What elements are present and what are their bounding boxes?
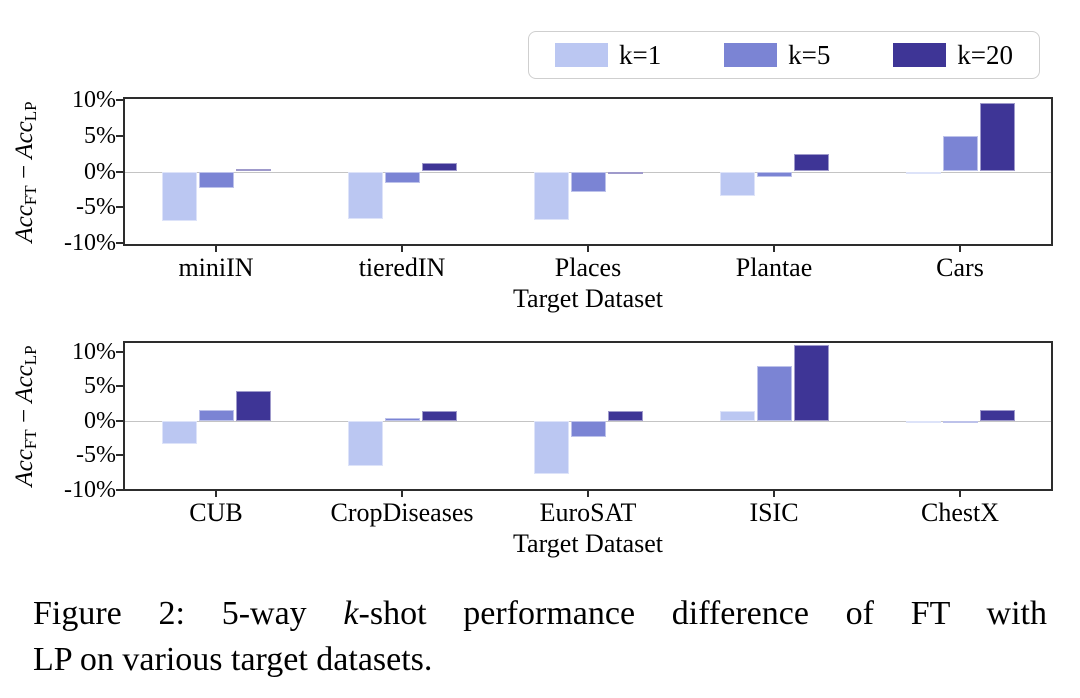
legend-item-k1: k=1 bbox=[555, 40, 661, 71]
bar-k1-CUB bbox=[161, 420, 197, 444]
plot-area bbox=[123, 341, 1053, 491]
y-tick-mark-icon bbox=[116, 206, 123, 209]
y-tick-label: 5% bbox=[84, 122, 116, 149]
bar-k20-Plantae bbox=[793, 153, 829, 172]
bar-k5-ISIC bbox=[756, 366, 792, 421]
bar-k1-Cars bbox=[905, 171, 941, 174]
x-tick-mark-icon bbox=[587, 246, 589, 252]
x-tick-mark-icon bbox=[215, 491, 217, 497]
y-tick-mark-icon bbox=[116, 242, 123, 245]
x-axis-label: Target Dataset bbox=[512, 529, 664, 558]
x-tick-label: CUB bbox=[189, 498, 243, 527]
legend-swatch-k5-icon bbox=[724, 43, 778, 67]
caption-line-1: Figure 2: 5-way k-shot performance diffe… bbox=[33, 591, 1047, 637]
bar-k20-ISIC bbox=[793, 345, 829, 421]
caption-italic-k: k bbox=[343, 595, 359, 632]
y-tick-label: 5% bbox=[84, 373, 116, 400]
bar-k5-CropDiseases bbox=[384, 418, 420, 421]
x-tick-mark-icon bbox=[401, 246, 403, 252]
x-tick-label: Plantae bbox=[735, 253, 813, 282]
legend-swatch-k20-icon bbox=[893, 43, 947, 67]
bar-k1-CropDiseases bbox=[347, 420, 383, 466]
x-tick-mark-icon bbox=[401, 491, 403, 497]
bar-k1-ISIC bbox=[719, 411, 755, 421]
x-tick-label: Cars bbox=[936, 253, 984, 282]
y-tick-mark-icon bbox=[116, 170, 123, 173]
bar-k5-CUB bbox=[198, 410, 234, 421]
y-tick-label: 0% bbox=[84, 407, 116, 434]
legend-swatch-k1-icon bbox=[555, 43, 608, 67]
figure-caption: Figure 2: 5-way k-shot performance diffe… bbox=[33, 591, 1047, 683]
bar-k20-Cars bbox=[979, 102, 1015, 172]
bar-k1-tieredIN bbox=[347, 171, 383, 220]
x-tick-label: ISIC bbox=[749, 498, 799, 527]
y-tick-label: 0% bbox=[84, 158, 116, 185]
caption-text: -shot performance difference of FT with bbox=[358, 595, 1047, 632]
legend-item-k5: k=5 bbox=[724, 40, 830, 71]
x-tick-label: miniIN bbox=[178, 253, 254, 282]
y-tick-mark-icon bbox=[116, 351, 123, 353]
y-tick-label: 10% bbox=[72, 339, 116, 365]
bar-k5-EuroSAT bbox=[570, 420, 606, 437]
bar-k5-ChestX bbox=[942, 420, 978, 423]
x-tick-mark-icon bbox=[587, 491, 589, 497]
y-tick-mark-icon bbox=[116, 419, 123, 422]
x-tick-label: tieredIN bbox=[358, 253, 446, 282]
x-tick-mark-icon bbox=[959, 246, 961, 252]
bar-k20-Places bbox=[607, 171, 643, 174]
x-tick-mark-icon bbox=[773, 491, 775, 497]
x-tick-mark-icon bbox=[773, 246, 775, 252]
bar-k20-miniIN bbox=[235, 168, 271, 172]
y-tick-mark-icon bbox=[116, 488, 123, 491]
x-tick-mark-icon bbox=[959, 491, 961, 497]
legend-label-k5: k=5 bbox=[788, 39, 831, 70]
y-tick-mark-icon bbox=[116, 454, 123, 457]
y-tick-label: 10% bbox=[72, 86, 116, 113]
y-tick-label: -10% bbox=[64, 476, 116, 503]
y-tick-label: -5% bbox=[76, 442, 116, 469]
x-tick-label: Places bbox=[554, 253, 622, 282]
legend-label-k1: k=1 bbox=[619, 39, 662, 70]
bar-k5-Places bbox=[570, 171, 606, 192]
bar-k20-ChestX bbox=[979, 409, 1015, 421]
bar-k5-miniIN bbox=[198, 171, 234, 188]
x-tick-label: EuroSAT bbox=[539, 498, 637, 527]
bar-k5-tieredIN bbox=[384, 171, 420, 183]
bar-k20-EuroSAT bbox=[607, 411, 643, 421]
bar-k1-Plantae bbox=[719, 171, 755, 196]
y-tick-mark-icon bbox=[116, 98, 123, 101]
caption-text: Figure 2: 5-way bbox=[33, 595, 307, 632]
bar-k1-EuroSAT bbox=[533, 420, 569, 475]
bar-k20-CUB bbox=[235, 390, 271, 421]
bar-k1-miniIN bbox=[161, 171, 197, 221]
plot-area bbox=[123, 97, 1053, 246]
caption-line-2: LP on various target datasets. bbox=[33, 641, 433, 678]
legend-item-k20: k=20 bbox=[893, 40, 1013, 71]
bar-k5-Cars bbox=[942, 135, 978, 172]
bar-k1-ChestX bbox=[905, 420, 941, 423]
y-tick-label: -10% bbox=[64, 230, 116, 257]
bar-k5-Plantae bbox=[756, 171, 792, 178]
x-tick-label: CropDiseases bbox=[330, 498, 474, 527]
bar-k20-CropDiseases bbox=[421, 411, 457, 421]
y-tick-label: -5% bbox=[76, 194, 116, 221]
bar-k20-tieredIN bbox=[421, 162, 457, 172]
x-axis-label: Target Dataset bbox=[512, 284, 664, 313]
y-tick-mark-icon bbox=[116, 134, 123, 137]
bar-k1-Places bbox=[533, 171, 569, 221]
legend-label-k20: k=20 bbox=[957, 39, 1013, 70]
x-tick-label: ChestX bbox=[921, 498, 999, 527]
x-tick-mark-icon bbox=[215, 246, 217, 252]
y-tick-mark-icon bbox=[116, 385, 123, 388]
chart-legend: k=1 k=5 k=20 bbox=[528, 31, 1040, 79]
